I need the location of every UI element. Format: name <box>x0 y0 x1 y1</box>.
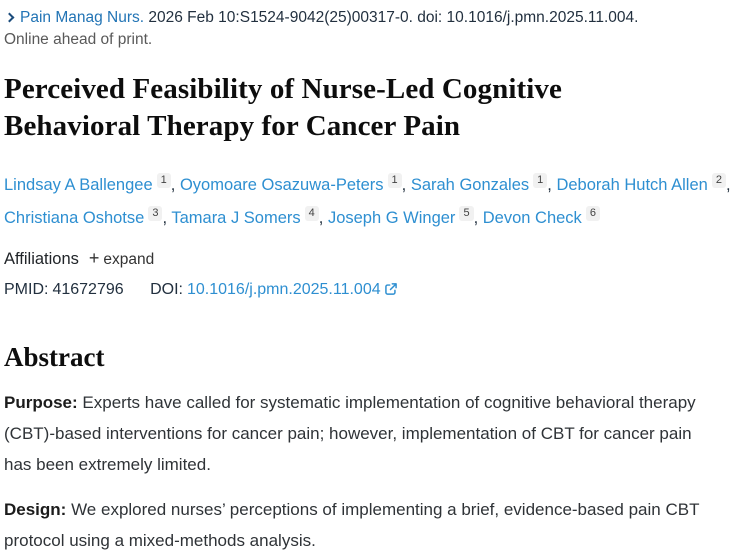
author-link[interactable]: Lindsay A Ballengee <box>4 176 153 194</box>
author-unit: Devon Check 6 <box>482 206 600 227</box>
abstract-heading: Abstract <box>4 342 105 372</box>
author-separator: , <box>318 209 324 227</box>
author-link[interactable]: Christiana Oshotse <box>4 209 145 227</box>
author-separator: , <box>401 176 407 194</box>
author-separator: , <box>547 176 552 194</box>
author-affiliation-badge: 1 <box>533 173 548 188</box>
online-ahead-of-print: Online ahead of print. <box>4 31 153 48</box>
plus-icon: + <box>88 248 100 268</box>
author-unit: Deborah Hutch Allen 2, <box>556 173 731 194</box>
expand-label: expand <box>103 251 155 268</box>
author-link[interactable]: Joseph G Winger <box>327 209 456 227</box>
author-separator: , <box>170 176 176 194</box>
author-affiliation-badge: 1 <box>156 173 171 188</box>
author-affiliation-badge: 6 <box>585 206 600 221</box>
citation-text: 2026 Feb 10:S1524-9042(25)00317-0. doi: … <box>148 9 639 26</box>
abstract-section-label: Purpose: <box>4 393 78 412</box>
identifiers-row: PMID: 41672796 DOI: 10.1016/j.pmn.2025.11.… <box>4 279 742 303</box>
author-affiliation-badge: 4 <box>304 206 319 221</box>
journal-link[interactable]: Pain Manag Nurs. <box>20 9 145 26</box>
abstract-paragraph: Design: We explored nurses’ perceptions … <box>4 500 700 550</box>
affiliations-label: Affiliations <box>4 250 79 268</box>
author-unit: Lindsay A Ballengee 1, <box>4 173 176 194</box>
author-link[interactable]: Deborah Hutch Allen <box>556 176 708 194</box>
abstract-section-label: Design: <box>4 500 67 519</box>
author-affiliation-badge: 3 <box>148 206 163 221</box>
doi-label: DOI: <box>150 281 183 298</box>
pmid-label: PMID: <box>4 281 49 298</box>
abstract-paragraph: Purpose: Experts have called for systema… <box>4 393 696 474</box>
author-link[interactable]: Devon Check <box>482 209 582 227</box>
external-link-icon <box>384 281 398 303</box>
author-separator: , <box>473 209 479 227</box>
abstract-body: Purpose: Experts have called for systema… <box>4 387 742 556</box>
author-unit: Tamara J Somers 4, <box>171 206 324 227</box>
chevron-right-icon[interactable] <box>4 12 15 23</box>
article-title: Perceived Feasibility of Nurse-Led Cogni… <box>4 73 562 142</box>
author-unit: Joseph G Winger 5, <box>327 206 479 227</box>
author-unit: Sarah Gonzales 1, <box>410 173 552 194</box>
authors-list: Lindsay A Ballengee 1, Oyomoare Osazuwa-P… <box>4 169 742 235</box>
author-affiliation-badge: 1 <box>387 173 402 188</box>
author-link[interactable]: Tamara J Somers <box>171 209 301 227</box>
author-unit: Oyomoare Osazuwa-Peters 1, <box>179 173 407 194</box>
author-separator: , <box>162 209 168 227</box>
expand-affiliations-button[interactable]: + expand <box>89 248 154 269</box>
author-link[interactable]: Oyomoare Osazuwa-Peters <box>179 176 384 194</box>
pmid-value: 41672796 <box>52 281 124 298</box>
author-unit: Christiana Oshotse 3, <box>4 206 168 227</box>
doi-link[interactable]: 10.1016/j.pmn.2025.11.004 <box>186 281 381 298</box>
doi-group: DOI: 10.1016/j.pmn.2025.11.004 <box>150 281 398 298</box>
author-link[interactable]: Sarah Gonzales <box>410 176 530 194</box>
citation-line: Pain Manag Nurs. 2026 Feb 10:S1524-9042(… <box>4 7 742 29</box>
author-affiliation-badge: 5 <box>459 206 474 221</box>
author-separator: , <box>725 176 731 194</box>
affiliations-row: Affiliations + expand <box>4 248 742 270</box>
author-affiliation-badge: 2 <box>711 173 726 188</box>
